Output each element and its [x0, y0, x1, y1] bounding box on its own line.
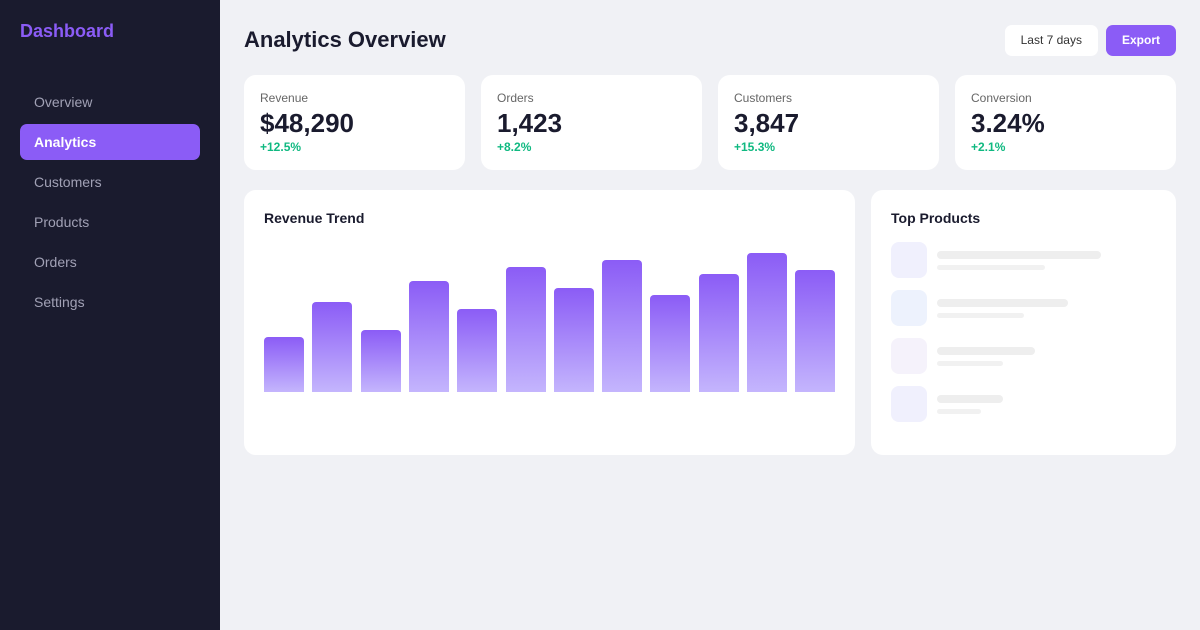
product-thumbnail	[891, 386, 927, 422]
stat-change: +8.2%	[497, 140, 532, 154]
bar-4	[408, 281, 449, 392]
bar-1	[264, 337, 304, 392]
bar-9	[650, 295, 691, 392]
bar-8	[602, 260, 643, 392]
stat-value: 3.24%	[971, 108, 1045, 138]
sidebar-item-orders[interactable]: Orders	[34, 254, 77, 270]
revenue-bar-chart	[264, 242, 836, 392]
skeleton-line	[937, 298, 1069, 307]
skeleton-line	[937, 408, 982, 414]
stat-card-conversion: Conversion 3.24% +2.1%	[955, 75, 1176, 170]
stat-change: +12.5%	[260, 140, 302, 154]
stat-value: $48,290	[260, 108, 354, 138]
date-range-button[interactable]: Last 7 days	[1004, 24, 1098, 56]
bar-5	[457, 309, 498, 392]
product-placeholder	[891, 338, 1156, 374]
sidebar-item-overview[interactable]: Overview	[34, 94, 93, 110]
stat-label: Revenue	[260, 91, 309, 105]
stat-card-revenue: Revenue $48,290 +12.5%	[244, 75, 465, 170]
sidebar-item-analytics[interactable]: Analytics	[20, 124, 200, 160]
stat-value: 1,423	[497, 108, 563, 138]
bar-10	[698, 274, 739, 392]
brand-logo: Dashboard	[20, 21, 115, 41]
sidebar-item-customers[interactable]: Customers	[34, 174, 102, 190]
revenue-trend-card: Revenue Trend	[244, 190, 855, 455]
skeleton-line	[937, 264, 1046, 270]
bar-3	[360, 330, 401, 392]
product-placeholder	[891, 290, 1156, 326]
sidebar-item-products[interactable]: Products	[34, 214, 90, 230]
card-title: Top Products	[891, 210, 981, 226]
export-button[interactable]: Export	[1105, 24, 1176, 56]
page-header: Analytics Overview Last 7 days Export	[244, 24, 1176, 56]
stats-row: Revenue $48,290 +12.5% Orders 1,423 +8.2% Cust…	[244, 75, 1176, 170]
product-thumbnail	[891, 242, 927, 278]
stat-change: +15.3%	[734, 140, 776, 154]
card-title: Revenue Trend	[264, 210, 365, 226]
bar-6	[505, 267, 546, 392]
product-placeholder	[891, 242, 1156, 278]
product-thumbnail	[891, 338, 927, 374]
top-products-card: Top Products	[871, 190, 1176, 455]
stat-label: Orders	[497, 91, 534, 105]
stat-label: Conversion	[971, 91, 1032, 105]
bar-7	[553, 288, 594, 392]
stat-change: +2.1%	[971, 140, 1006, 154]
sidebar: Dashboard Overview Analytics Customers Prod…	[0, 0, 220, 630]
product-placeholder	[891, 386, 1156, 422]
bar-2	[312, 302, 353, 392]
main-content: Analytics Overview Last 7 days Export Re…	[220, 0, 1200, 630]
sidebar-item-settings[interactable]: Settings	[34, 294, 85, 310]
skeleton-line	[937, 360, 1003, 366]
stat-label: Customers	[734, 91, 793, 105]
skeleton-line	[937, 346, 1036, 355]
product-thumbnail	[891, 290, 927, 326]
page-title: Analytics Overview	[244, 27, 446, 52]
sidebar-nav: Overview Analytics Customers Products Orders…	[20, 84, 200, 320]
bar-11	[747, 253, 787, 392]
bar-12	[795, 270, 836, 392]
stat-card-orders: Orders 1,423 +8.2%	[481, 75, 702, 170]
stat-value: 3,847	[734, 108, 800, 138]
skeleton-line	[937, 312, 1024, 318]
skeleton-line	[937, 394, 1003, 403]
stat-card-customers: Customers 3,847 +15.3%	[718, 75, 939, 170]
skeleton-line	[937, 250, 1101, 259]
